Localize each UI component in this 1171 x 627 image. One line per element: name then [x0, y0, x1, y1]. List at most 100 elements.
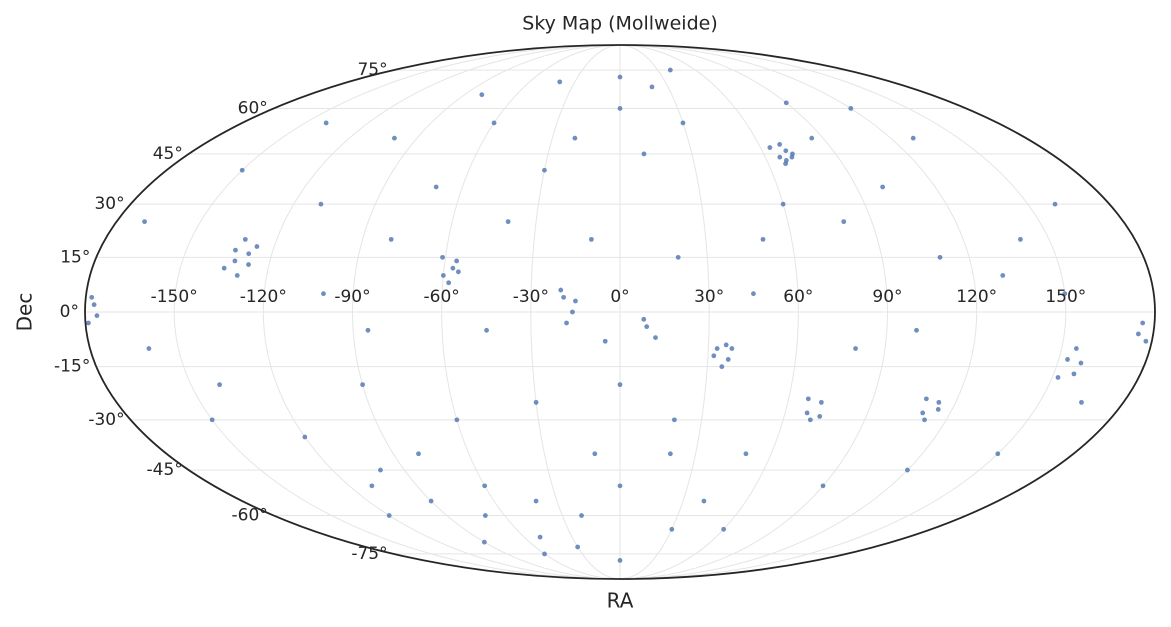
chart-title: Sky Map (Mollweide): [522, 13, 717, 35]
point: [920, 410, 926, 416]
point: [217, 382, 222, 388]
map-frame: [84, 44, 1156, 580]
point: [848, 106, 854, 111]
point: [641, 316, 647, 322]
point: [617, 106, 623, 111]
x-tick-label: 120°: [956, 287, 997, 307]
point: [719, 364, 725, 370]
point: [1073, 346, 1079, 351]
x-tick-label: 30°: [694, 287, 724, 307]
y-tick-label: 15°: [60, 247, 90, 267]
point: [233, 247, 238, 253]
point: [542, 167, 547, 173]
point: [1140, 320, 1146, 326]
point: [433, 184, 439, 190]
y-tick-label: -60°: [232, 506, 268, 526]
point: [484, 327, 489, 333]
point: [760, 236, 766, 242]
x-tick-label: -120°: [240, 287, 287, 307]
point: [575, 544, 581, 550]
grid-line: [530, 44, 621, 580]
point: [232, 258, 238, 264]
point: [1000, 273, 1006, 278]
point: [392, 135, 397, 141]
point: [564, 320, 569, 326]
point: [617, 557, 623, 563]
y-tick-label: 30°: [94, 194, 124, 214]
y-tick-label: -15°: [54, 357, 90, 377]
point: [669, 526, 675, 532]
point: [1018, 236, 1023, 242]
point: [602, 338, 608, 344]
x-tick-label: -150°: [151, 287, 198, 307]
grid: [85, 44, 1155, 580]
grid-line: [441, 44, 621, 580]
point: [242, 236, 248, 242]
point: [653, 335, 658, 340]
point: [542, 551, 547, 557]
point: [1071, 371, 1077, 377]
point: [440, 273, 446, 278]
y-axis-label: Dec: [13, 293, 37, 332]
point: [239, 167, 245, 173]
point: [94, 313, 100, 319]
point: [537, 534, 543, 540]
point: [783, 100, 789, 106]
point: [680, 120, 686, 126]
point: [641, 151, 647, 157]
point: [1065, 357, 1070, 362]
point: [1052, 201, 1058, 207]
point: [302, 434, 308, 440]
point: [1143, 338, 1149, 344]
point: [454, 417, 460, 423]
y-tick-label: -75°: [351, 544, 387, 564]
point: [360, 382, 365, 388]
point: [617, 382, 623, 388]
point: [807, 417, 813, 423]
point: [378, 467, 383, 473]
point: [805, 396, 811, 402]
point: [995, 451, 1001, 457]
y-tick-label: 45°: [153, 144, 183, 164]
point: [558, 287, 564, 293]
point: [146, 346, 152, 351]
point: [1055, 375, 1061, 380]
point: [1062, 291, 1068, 297]
point: [1078, 360, 1084, 366]
tick-labels: -75° -60° -45° -30° -15° 0° 15° 30° 45° 60° 75° -15…: [54, 60, 1086, 564]
x-tick-label: 60°: [783, 287, 813, 307]
point: [936, 399, 942, 405]
point: [914, 327, 919, 333]
point: [743, 451, 749, 457]
point: [323, 120, 329, 126]
point: [905, 467, 910, 473]
point: [820, 483, 826, 489]
point: [592, 451, 598, 457]
point: [723, 342, 729, 348]
grid-line: [619, 44, 889, 580]
point: [557, 79, 563, 85]
grid-line: [619, 44, 799, 580]
point: [572, 135, 578, 141]
point: [922, 417, 927, 423]
point: [482, 513, 488, 518]
point: [89, 294, 95, 300]
point: [455, 269, 461, 275]
point: [910, 135, 916, 141]
point: [221, 265, 227, 271]
point: [246, 251, 252, 257]
point: [369, 483, 375, 489]
point: [667, 451, 673, 457]
point: [937, 254, 943, 260]
grid-line: [619, 44, 1067, 580]
point: [388, 236, 394, 242]
point: [777, 141, 783, 147]
point: [729, 346, 735, 351]
point: [617, 74, 623, 80]
grid-line: [619, 44, 710, 580]
point: [505, 219, 511, 225]
point: [446, 280, 452, 286]
point: [1079, 399, 1084, 405]
y-tick-label: 60°: [238, 98, 268, 118]
point: [841, 219, 847, 225]
